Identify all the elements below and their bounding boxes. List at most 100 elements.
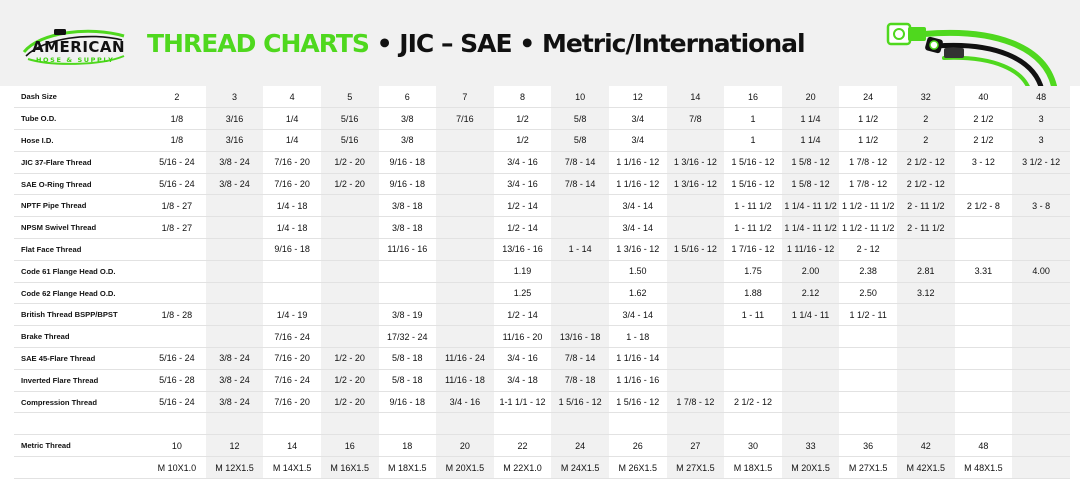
table-cell: 3/16 <box>205 107 264 131</box>
table-cell <box>954 216 1013 240</box>
table-cell: 1.62 <box>608 282 667 305</box>
table-cell: 9/16 - 18 <box>378 151 437 174</box>
table-cell <box>148 412 206 436</box>
table-cell: 7/16 - 24 <box>263 369 321 392</box>
table-cell: M 48X1.5 <box>954 456 1013 479</box>
row-label: Code 62 Flange Head O.D. <box>14 282 149 305</box>
table-cell: M 18X1.5 <box>378 456 437 479</box>
table-cell <box>724 412 782 436</box>
table-cell: 2.38 <box>839 260 897 283</box>
table-cell: 1 1/16 - 12 <box>608 173 667 196</box>
table-cell: 3.12 <box>896 282 955 305</box>
table-cell: 3/8 - 24 <box>205 173 264 196</box>
table-row: SAE O-Ring Thread 5/16 - 24 3/8 - 24 7/16 -… <box>14 173 1070 196</box>
row-label: SAE 45-Flare Thread <box>14 347 149 370</box>
table-cell: 3/8 - 18 <box>378 194 437 218</box>
table-cell: 2 1/2 - 12 <box>724 391 782 414</box>
table-cell <box>781 325 840 349</box>
row-label <box>14 456 149 479</box>
table-cell: M 16X1.5 <box>320 456 379 479</box>
table-cell: 1/4 - 18 <box>263 216 321 240</box>
table-cell <box>839 369 897 392</box>
table-cell: 33 <box>781 434 840 458</box>
table-cell <box>608 412 667 436</box>
table-cell <box>263 412 321 436</box>
table-cell: 5/16 - 24 <box>148 391 206 414</box>
table-cell: 5 <box>320 86 379 109</box>
row-label: Dash Size <box>14 86 149 109</box>
table-cell: 2 1/2 - 12 <box>896 173 955 196</box>
table-cell <box>205 194 264 218</box>
table-cell: 2 - 12 <box>839 238 897 261</box>
table-cell: 1 1/2 <box>839 107 897 131</box>
table-cell <box>666 216 725 240</box>
table-cell: 1 5/16 - 12 <box>551 391 609 414</box>
table-cell: 11/16 - 24 <box>436 347 494 370</box>
table-cell <box>666 347 725 370</box>
row-label: Flat Face Thread <box>14 238 149 261</box>
table-cell: 5/16 - 28 <box>148 369 206 392</box>
table-cell <box>896 238 955 261</box>
table-cell: 1/8 - 27 <box>148 194 206 218</box>
table-cell: 1 3/16 - 12 <box>666 151 725 174</box>
table-cell <box>1012 325 1070 349</box>
table-cell <box>436 303 494 327</box>
table-cell <box>148 238 206 261</box>
table-cell <box>320 325 379 349</box>
table-cell: 3/4 - 18 <box>493 369 552 392</box>
table-cell: 7/16 - 20 <box>263 347 321 370</box>
table-cell <box>896 303 955 327</box>
row-label: Inverted Flare Thread <box>14 369 149 392</box>
table-cell: 3 1/2 - 12 <box>1012 151 1070 174</box>
table-cell: 10 <box>551 86 609 109</box>
table-cell: 1 1/4 - 11 <box>781 303 840 327</box>
table-cell <box>436 325 494 349</box>
table-cell: 26 <box>608 434 667 458</box>
table-cell: 1.88 <box>724 282 782 305</box>
table-cell <box>666 194 725 218</box>
table-cell: M 26X1.5 <box>608 456 667 479</box>
table-cell <box>551 216 609 240</box>
table-cell <box>839 391 897 414</box>
row-label: Tube O.D. <box>14 107 149 131</box>
table-row: M 10X1.0 M 12X1.5 M 14X1.5 M 16X1.5 M 18X1.5… <box>14 456 1070 479</box>
table-cell <box>551 412 609 436</box>
table-cell: 1/4 - 18 <box>263 194 321 218</box>
table-cell <box>378 260 437 283</box>
table-cell: 1.19 <box>493 260 552 283</box>
table-cell: 5/16 - 24 <box>148 173 206 196</box>
table-cell <box>781 347 840 370</box>
table-cell: 20 <box>781 86 840 109</box>
table-row: NPTF Pipe Thread 1/8 - 27 1/4 - 18 3/8 - 18… <box>14 194 1070 218</box>
table-cell: 40 <box>954 86 1013 109</box>
table-cell: 3/8 - 18 <box>378 216 437 240</box>
table-cell: 1/2 <box>493 129 552 152</box>
table-cell: 7/8 <box>666 107 725 131</box>
table-cell <box>954 391 1013 414</box>
table-cell <box>148 260 206 283</box>
table-cell <box>781 369 840 392</box>
table-cell <box>954 282 1013 305</box>
table-cell: 2 1/2 <box>954 107 1013 131</box>
table-cell: 2 <box>148 86 206 109</box>
table-cell <box>954 173 1013 196</box>
table-row: British Thread BSPP/BPST 1/8 - 28 1/4 - 19… <box>14 303 1070 327</box>
table-cell: 11/16 - 20 <box>493 325 552 349</box>
header-banner: AMERICAN HOSE & SUPPLY THREAD CHARTS • J… <box>0 0 1080 94</box>
table-cell: 1/4 <box>263 107 321 131</box>
table-cell: M 14X1.5 <box>263 456 321 479</box>
table-cell: 1/4 - 19 <box>263 303 321 327</box>
table-cell: 9/16 - 18 <box>378 173 437 196</box>
row-label: Compression Thread <box>14 391 149 414</box>
table-cell: 3/4 - 16 <box>493 347 552 370</box>
table-cell <box>436 260 494 283</box>
table-cell: 3/8 - 24 <box>205 151 264 174</box>
table-cell: 1 - 11 1/2 <box>724 194 782 218</box>
table-row: Compression Thread 5/16 - 24 3/8 - 24 7/16 … <box>14 391 1070 414</box>
table-cell: 14 <box>666 86 725 109</box>
table-cell <box>666 325 725 349</box>
table-cell: 7/8 - 18 <box>551 369 609 392</box>
table-cell <box>205 303 264 327</box>
table-cell: 1 - 11 1/2 <box>724 216 782 240</box>
row-label <box>14 412 149 436</box>
